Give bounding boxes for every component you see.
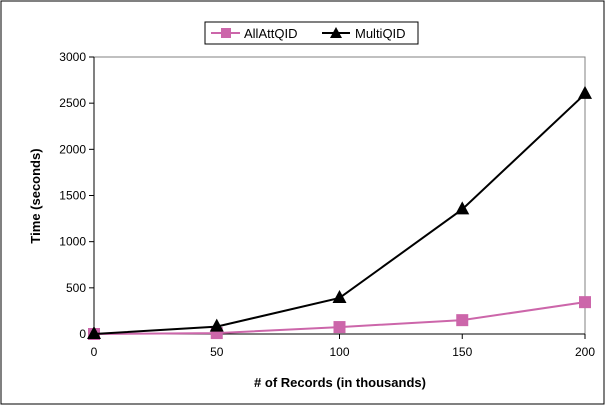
- legend-box: [204, 21, 419, 45]
- legend-allattqid-marker: [221, 28, 231, 38]
- y-tick-label: 2000: [59, 142, 86, 156]
- plot-area-frame: [93, 56, 586, 335]
- y-tick-label: 1500: [59, 189, 86, 203]
- y-tick-label: 3000: [59, 50, 86, 64]
- x-axis-label: # of Records (in thousands): [254, 375, 426, 390]
- data-point-multiqid: [87, 326, 101, 339]
- x-tick-label: 0: [91, 345, 98, 359]
- data-point-multiqid: [578, 85, 592, 99]
- data-point-multiqid: [455, 201, 470, 215]
- data-point-allattqid: [456, 314, 469, 327]
- data-point-multiqid: [209, 318, 224, 332]
- series-layer: [87, 85, 592, 340]
- legend: AllAttQID MultiQID: [204, 21, 419, 45]
- y-tick-label: 1000: [59, 235, 86, 249]
- y-tick-label: 2500: [59, 96, 86, 110]
- y-tick-label: 500: [66, 281, 86, 295]
- legend-allattqid-label: AllAttQID: [244, 26, 297, 41]
- y-tick-label: 0: [79, 327, 86, 341]
- x-tick-label: 150: [452, 345, 472, 359]
- x-tick-label: 100: [329, 345, 349, 359]
- x-tick-label: 200: [575, 345, 595, 359]
- legend-multiqid-marker: [330, 27, 342, 38]
- y-axis: 0 500 1000 1500 2000 2500 3000: [59, 50, 95, 341]
- y-axis-label: Time (seconds): [28, 148, 43, 243]
- data-point-allattqid: [333, 321, 346, 334]
- legend-multiqid-label: MultiQID: [355, 26, 406, 41]
- data-point-multiqid: [332, 289, 347, 303]
- x-tick-label: 50: [210, 345, 224, 359]
- data-point-allattqid: [579, 296, 591, 309]
